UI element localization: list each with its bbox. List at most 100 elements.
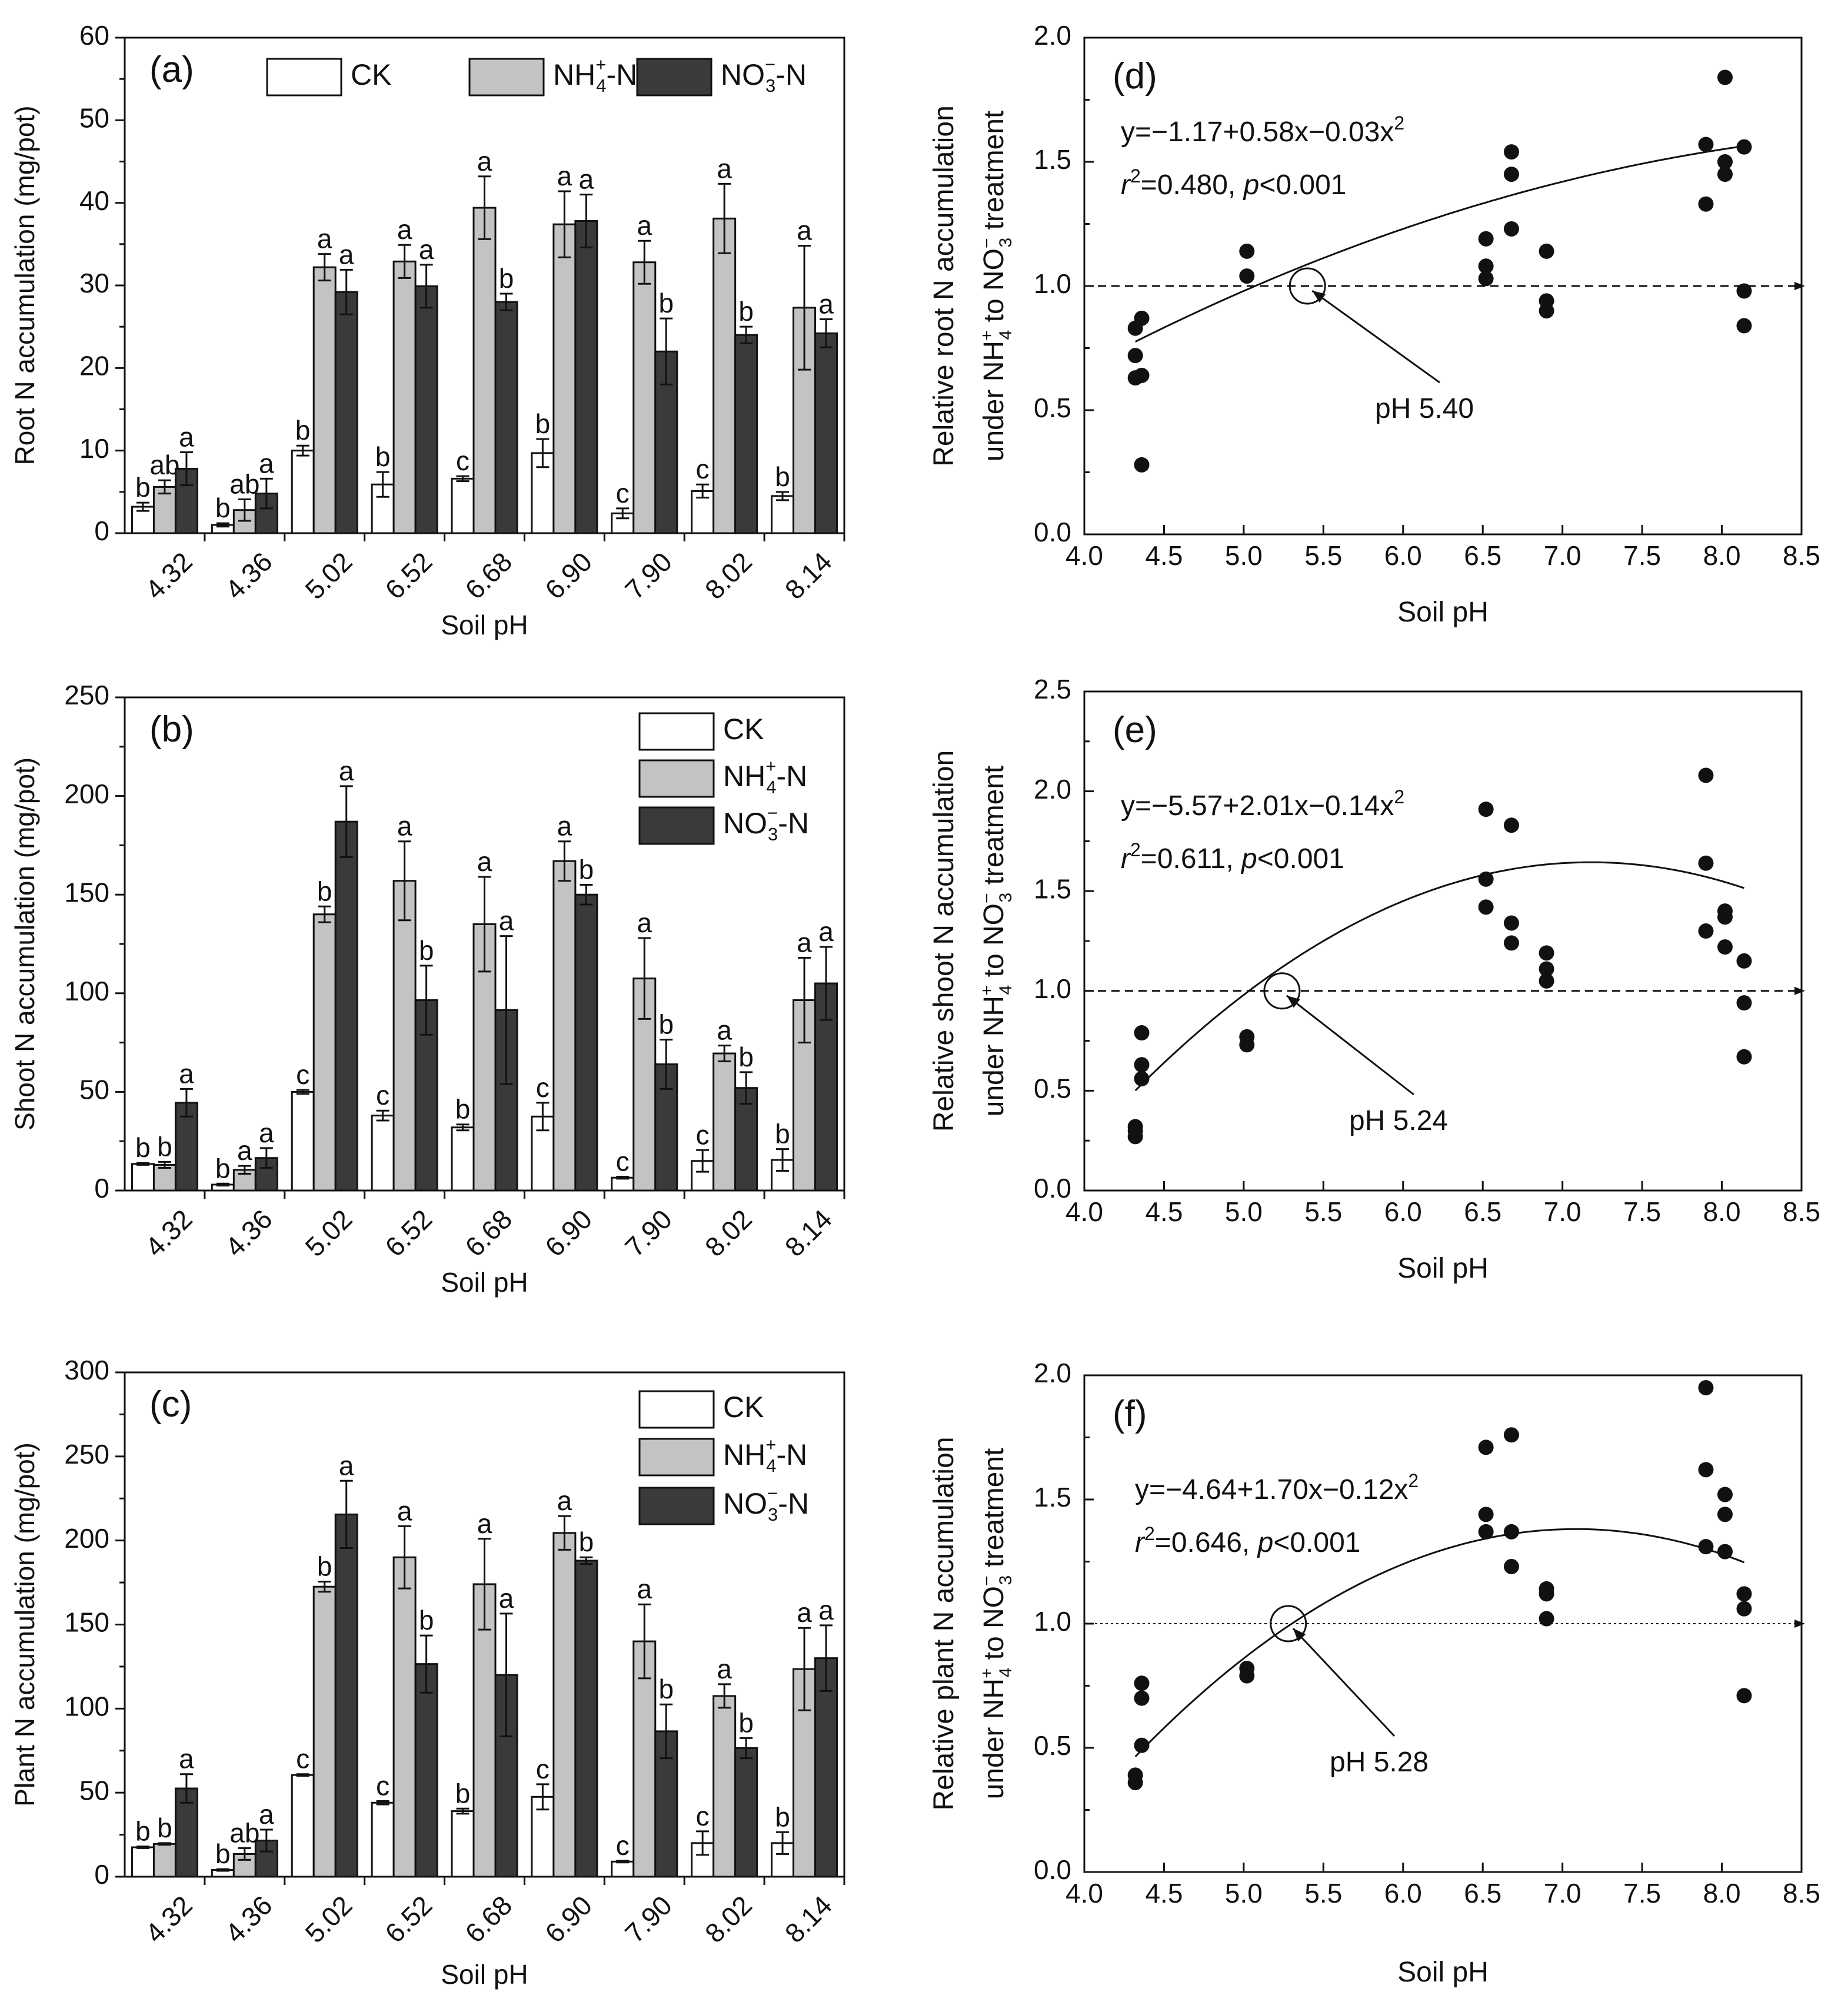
x-tick-label: 6.5: [1464, 540, 1501, 571]
x-tick-label: 5.5: [1304, 1196, 1342, 1227]
significance-letter: c: [376, 1080, 389, 1110]
significance-letter: a: [419, 234, 434, 265]
y-tick-label: 200: [64, 1523, 109, 1554]
y-axis-title-line1: Relative root N accumulation: [928, 105, 960, 467]
y-tick-label: 0.0: [1034, 1854, 1071, 1885]
significance-letter: a: [797, 1597, 812, 1628]
bar-nh4-5.02: [312, 266, 337, 534]
data-point: [1478, 271, 1494, 287]
data-point: [1539, 973, 1554, 989]
legend-swatch-nh4: [468, 58, 545, 97]
y-tick-label: 10: [79, 433, 109, 464]
data-point: [1503, 935, 1519, 951]
y-tick-label: 0.5: [1034, 1730, 1071, 1761]
bar-ck-5.02: [291, 1090, 315, 1192]
y-tick-label: 150: [64, 1607, 109, 1638]
y-tick-label: 0.0: [1034, 517, 1071, 547]
data-point: [1698, 767, 1714, 783]
bar-nh4-5.02: [312, 1585, 337, 1878]
significance-letter: a: [797, 927, 812, 957]
x-tick-label: 8.5: [1783, 540, 1820, 571]
bar-ck-8.14: [771, 495, 795, 534]
significance-letter: b: [375, 441, 391, 472]
data-point: [1478, 1524, 1494, 1540]
crossing-arrow: [1286, 995, 1414, 1096]
data-point: [1539, 1586, 1554, 1602]
bar-nh4-4.32: [152, 486, 177, 534]
data-point: [1134, 1690, 1150, 1706]
data-point: [1736, 139, 1752, 155]
significance-letter: a: [477, 146, 492, 177]
y-tick-label: 50: [79, 102, 109, 133]
significance-letter: c: [536, 1072, 550, 1103]
y-tick-label: 40: [79, 185, 109, 216]
bar-ck-5.02: [291, 450, 315, 534]
y-tick-label: 300: [64, 1355, 109, 1385]
significance-letter: a: [557, 811, 572, 842]
significance-letter: a: [717, 1654, 732, 1684]
significance-letter: a: [717, 153, 732, 184]
y-axis-title-line1: Relative plant N accumulation: [928, 1437, 960, 1811]
data-point: [1717, 909, 1733, 925]
data-point: [1503, 817, 1519, 833]
y-tick-label: 2.5: [1034, 674, 1071, 704]
significance-letter: b: [658, 1674, 674, 1704]
data-point: [1539, 1611, 1554, 1627]
bar-no3-6.90: [574, 1560, 598, 1878]
significance-letter: a: [179, 421, 194, 452]
data-point: [1539, 961, 1554, 977]
bar-nh4-8.02: [712, 217, 737, 534]
y-tick-label: 1.5: [1034, 873, 1071, 904]
data-point: [1736, 1586, 1752, 1602]
significance-letter: a: [339, 756, 354, 786]
x-tick-label: 5.0: [1225, 1878, 1263, 1908]
data-point: [1698, 1380, 1714, 1396]
bar-no3-8.02: [734, 1747, 758, 1878]
crossing-marker: [1270, 1605, 1307, 1642]
panel-label: (d): [1113, 56, 1157, 97]
crossing-marker: [1288, 267, 1326, 305]
bar-no3-5.02: [334, 820, 358, 1192]
bar-no3-6.52: [414, 1663, 438, 1878]
data-point: [1717, 167, 1733, 182]
significance-letter: a: [179, 1058, 194, 1089]
bar-ck-7.90: [611, 512, 635, 534]
data-point: [1736, 1049, 1752, 1065]
x-tick-label: 7.5: [1623, 1878, 1661, 1908]
legend-label-ck: CK: [723, 1391, 764, 1424]
significance-letter: b: [738, 1707, 754, 1738]
legend-label-no3: NO− 3-N: [723, 1483, 809, 1525]
bar-ck-4.32: [131, 1163, 155, 1192]
significance-letter: a: [557, 1485, 572, 1516]
y-tick-label: 50: [79, 1075, 109, 1105]
data-point: [1717, 1544, 1733, 1560]
y-axis-title-line2: under NH+4 to NO−3 treatment: [977, 111, 1015, 462]
significance-letter: a: [818, 289, 834, 320]
significance-letter: b: [535, 408, 551, 439]
significance-letter: c: [616, 1830, 630, 1861]
data-point: [1736, 318, 1752, 334]
bar-no3-6.90: [574, 220, 598, 534]
x-axis-title: Soil pH: [441, 1267, 528, 1298]
bar-nh4-6.52: [392, 880, 417, 1192]
panel-label: (c): [149, 1384, 192, 1425]
significance-letter: a: [179, 1744, 194, 1774]
crossing-marker: [1263, 972, 1301, 1010]
significance-letter: a: [637, 1574, 652, 1604]
legend-label-no3: NO− 3-N: [721, 54, 807, 96]
significance-letter: b: [738, 296, 754, 327]
significance-letter: b: [135, 1816, 151, 1847]
y-tick-label: 0: [94, 516, 109, 546]
bar-no3-6.68: [494, 301, 518, 534]
significance-letter: a: [579, 164, 594, 195]
x-tick-label: 5.0: [1225, 540, 1263, 571]
significance-letter: a: [237, 1135, 252, 1166]
significance-letter: a: [259, 448, 274, 478]
panel-a: 0102030405060baba4.32baba4.36baa5.02baa6…: [9, 20, 845, 640]
fit-equation: y=−1.17+0.58x−0.03x2: [1121, 112, 1404, 148]
significance-letter: a: [477, 846, 492, 877]
significance-letter: a: [499, 1583, 514, 1614]
y-tick-label: 2.0: [1034, 20, 1071, 51]
